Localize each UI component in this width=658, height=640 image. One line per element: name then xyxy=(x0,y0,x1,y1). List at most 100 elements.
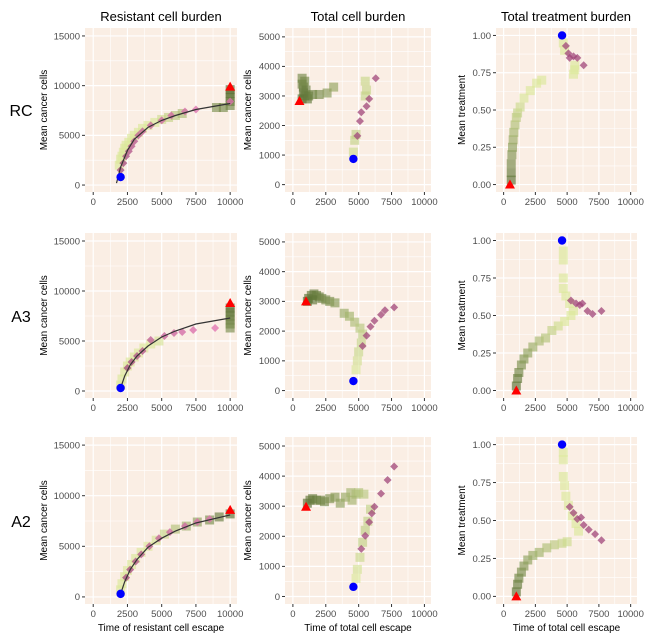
square-point xyxy=(150,117,160,127)
y-axis-title: Mean cancer cells xyxy=(39,480,50,561)
square-point xyxy=(359,489,369,499)
y-tick-label: 5000 xyxy=(59,542,80,553)
square-point xyxy=(358,537,368,547)
square-point xyxy=(567,511,577,521)
start-point xyxy=(557,236,567,245)
x-tick-label: 2500 xyxy=(117,197,138,208)
diamond-point xyxy=(205,514,214,523)
square-point xyxy=(159,529,169,539)
fit-curve xyxy=(120,317,231,389)
square-point xyxy=(360,91,370,101)
diamond-point xyxy=(165,528,174,537)
square-point xyxy=(513,374,523,383)
square-point xyxy=(356,338,366,348)
diamond-point xyxy=(371,74,380,83)
square-point xyxy=(514,573,524,583)
square-point xyxy=(365,504,375,514)
y-axis-title: Mean cancer cells xyxy=(243,275,254,356)
square-point xyxy=(537,75,547,85)
diamond-point xyxy=(367,509,376,518)
end-point xyxy=(294,95,305,105)
x-tick-label: 2500 xyxy=(315,197,336,208)
x-tick-label: 0 xyxy=(501,403,506,414)
x-tick-label: 0 xyxy=(290,197,295,208)
square-point xyxy=(170,524,180,534)
diamond-point xyxy=(383,476,392,485)
end-point xyxy=(511,591,522,601)
square-point xyxy=(314,89,324,99)
y-axis-title: Mean treatment xyxy=(457,485,468,555)
square-point xyxy=(151,535,161,545)
square-point xyxy=(322,88,332,98)
square-point xyxy=(560,45,570,55)
panel-A2-total: 0 2500 5000 7500 10000 0 1000 2000 3000 4000 5000 M… xyxy=(243,437,438,634)
x-tick-label: 5000 xyxy=(557,609,578,620)
diamond-point xyxy=(377,310,386,319)
x-tick-label: 2500 xyxy=(525,403,546,414)
diamond-point xyxy=(370,502,379,511)
y-tick-label: 0.25 xyxy=(473,143,492,154)
square-point xyxy=(560,481,570,491)
x-tick-label: 5000 xyxy=(557,403,578,414)
diamond-point xyxy=(591,530,600,539)
diamond-point xyxy=(390,462,399,471)
x-tick-label: 10000 xyxy=(617,609,643,620)
square-point xyxy=(154,336,164,346)
x-tick-label: 5000 xyxy=(151,197,172,208)
diamond-point xyxy=(353,131,362,140)
x-tick-label: 0 xyxy=(91,403,96,414)
diamond-point xyxy=(189,326,198,334)
y-axis-title: Mean cancer cells xyxy=(243,480,254,561)
square-point xyxy=(558,447,568,457)
square-point xyxy=(532,78,542,88)
diamond-point xyxy=(355,117,364,126)
x-tick-label: 0 xyxy=(290,403,295,414)
square-point xyxy=(549,540,559,550)
x-tick-label: 5000 xyxy=(348,197,369,208)
panel-A2-treatment: 0 2500 5000 7500 10000 0.00 0.25 0.50 0.75 1.00 Me… xyxy=(457,437,644,634)
x-tick-label: 10000 xyxy=(411,403,437,414)
y-tick-label: 15000 xyxy=(54,31,80,42)
square-point xyxy=(507,150,517,160)
diamond-point xyxy=(583,307,592,315)
y-tick-label: 0.00 xyxy=(473,592,492,603)
plot-marks xyxy=(116,303,235,390)
square-point xyxy=(557,538,567,548)
square-point xyxy=(560,317,570,326)
square-point xyxy=(308,295,318,305)
x-tick-label: 0 xyxy=(501,197,506,208)
x-tick-label: 2500 xyxy=(525,197,546,208)
square-point xyxy=(133,348,143,358)
y-tick-label: 0 xyxy=(75,592,80,603)
square-point xyxy=(561,491,571,501)
plot-marks xyxy=(302,289,399,375)
square-point xyxy=(127,560,137,570)
y-tick-label: 0.50 xyxy=(473,311,492,322)
y-tick-label: 1000 xyxy=(259,562,280,573)
y-tick-label: 0.50 xyxy=(473,105,492,116)
square-point xyxy=(329,82,339,92)
x-tick-label: 5000 xyxy=(151,609,172,620)
plot-marks xyxy=(302,462,399,583)
square-point xyxy=(347,495,357,505)
y-tick-label: 1000 xyxy=(259,150,280,161)
square-point xyxy=(341,492,351,502)
x-tick-label: 5000 xyxy=(348,609,369,620)
square-point xyxy=(515,102,525,112)
y-tick-label: 5000 xyxy=(259,441,280,452)
x-tick-label: 0 xyxy=(91,197,96,208)
square-point xyxy=(547,326,557,335)
diamond-point xyxy=(362,331,371,340)
start-point xyxy=(557,440,567,449)
square-point xyxy=(297,94,307,104)
y-axis-title: Mean cancer cells xyxy=(39,275,50,356)
square-point xyxy=(117,374,127,384)
diamond-point xyxy=(561,41,570,50)
y-tick-label: 0 xyxy=(275,386,280,397)
y-tick-label: 0.75 xyxy=(473,273,492,284)
row-label-a3: A3 xyxy=(11,309,31,326)
y-axis-title: Mean cancer cells xyxy=(243,70,254,151)
square-point xyxy=(558,284,568,293)
y-axis-title: Mean treatment xyxy=(457,280,468,350)
x-tick-label: 7500 xyxy=(381,609,402,620)
